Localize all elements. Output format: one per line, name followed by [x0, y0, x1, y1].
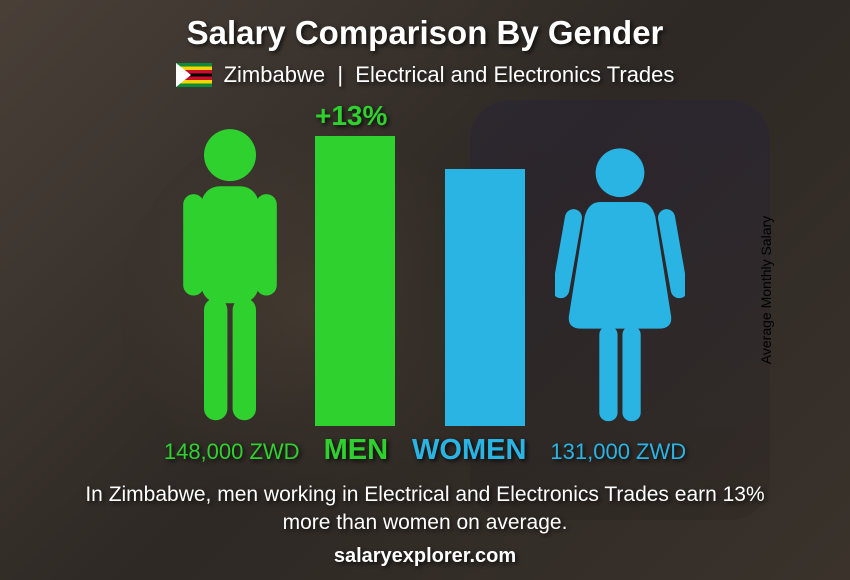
- subtitle-row: Zimbabwe | Electrical and Electronics Tr…: [0, 62, 850, 88]
- percent-diff-label: +13%: [315, 100, 387, 132]
- chart-area: +13%: [105, 106, 745, 426]
- y-axis-label: Average Monthly Salary: [758, 216, 774, 364]
- infographic-content: Salary Comparison By Gender Zimbabwe | E…: [0, 0, 850, 580]
- bar-men: [315, 136, 395, 426]
- women-salary-label: 131,000 ZWD: [550, 439, 686, 465]
- zimbabwe-flag-icon: [176, 63, 212, 87]
- male-figure-icon: [165, 126, 295, 426]
- labels-row: 148,000 ZWD MEN WOMEN 131,000 ZWD: [0, 434, 850, 467]
- men-salary-label: 148,000 ZWD: [164, 439, 300, 465]
- female-figure-icon: [555, 146, 685, 426]
- subtitle-text: Zimbabwe | Electrical and Electronics Tr…: [224, 62, 675, 88]
- bar-women: [445, 169, 525, 426]
- subtitle-country: Zimbabwe: [224, 62, 325, 87]
- men-gender-label: MEN: [324, 434, 388, 467]
- description-text: In Zimbabwe, men working in Electrical a…: [60, 481, 790, 538]
- page-title: Salary Comparison By Gender: [0, 0, 850, 52]
- subtitle-sector: Electrical and Electronics Trades: [355, 62, 674, 87]
- subtitle-sep: |: [337, 62, 343, 87]
- footer-source: salaryexplorer.com: [0, 545, 850, 568]
- women-gender-label: WOMEN: [412, 434, 526, 467]
